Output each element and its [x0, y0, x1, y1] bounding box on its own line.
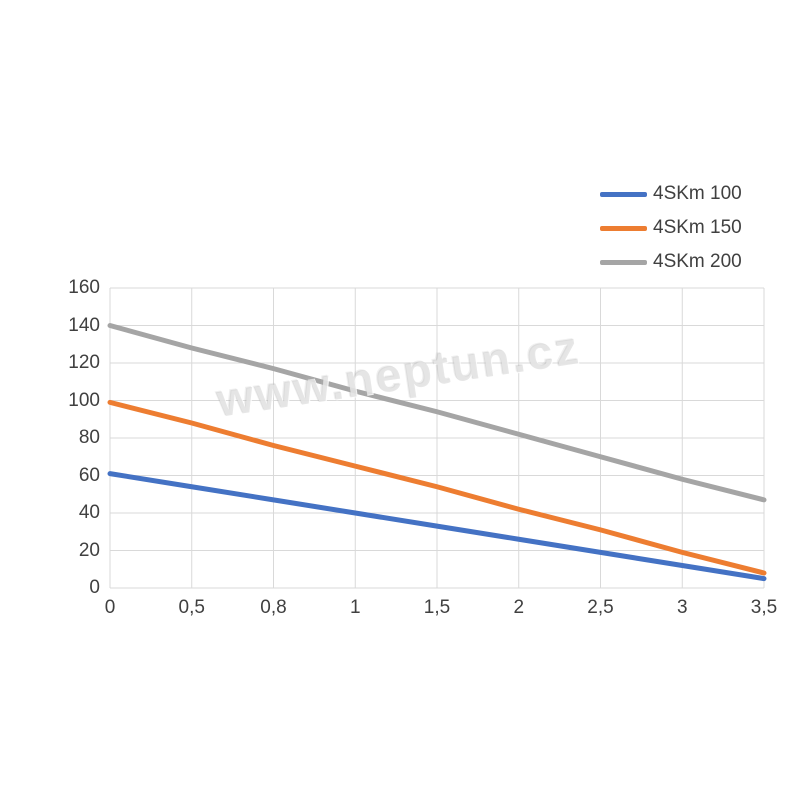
legend-label-4skm-200: 4SKm 200	[653, 251, 742, 272]
y-tick-label-20: 20	[78, 539, 100, 561]
x-tick-label-0: 0	[104, 597, 116, 618]
y-tick-label-60: 60	[78, 464, 100, 486]
series-line-4skm-100	[107, 471, 767, 582]
series-line-4skm-150	[107, 399, 767, 576]
y-tick-label-0: 0	[89, 577, 100, 598]
chart-legend: 4SKm 100 4SKm 150 4SKm 200	[600, 177, 742, 279]
y-tick-label-140: 140	[68, 314, 100, 336]
y-tick-label-100: 100	[68, 389, 100, 411]
legend-item-4skm-150: 4SKm 150	[600, 211, 742, 245]
x-tick-label-4: 1,5	[423, 597, 451, 618]
series-line-4skm-200	[107, 323, 767, 503]
x-tick-label-1: 0,5	[178, 597, 205, 618]
y-tick-label-80: 80	[78, 427, 100, 448]
x-tick-label-3: 1	[349, 597, 361, 618]
legend-label-4skm-100: 4SKm 100	[653, 183, 742, 204]
x-tick-label-8: 3,5	[750, 597, 778, 618]
y-tick-label-40: 40	[78, 502, 100, 523]
legend-item-4skm-100: 4SKm 100	[600, 177, 742, 211]
x-tick-label-2: 0,8	[260, 597, 287, 618]
y-tick-label-120: 120	[68, 352, 100, 373]
legend-item-4skm-200: 4SKm 200	[600, 245, 742, 279]
x-tick-label-6: 2,5	[587, 597, 614, 618]
x-tick-label-7: 3	[676, 597, 688, 618]
legend-swatch-4skm-100	[600, 191, 647, 197]
y-tick-label-160: 160	[68, 277, 100, 298]
gridlines	[109, 287, 765, 589]
series-lines	[107, 323, 767, 582]
x-tick-label-5: 2	[513, 597, 525, 618]
legend-label-4skm-150: 4SKm 150	[653, 217, 742, 238]
legend-swatch-4skm-200	[600, 259, 647, 265]
legend-swatch-4skm-150	[600, 225, 647, 231]
